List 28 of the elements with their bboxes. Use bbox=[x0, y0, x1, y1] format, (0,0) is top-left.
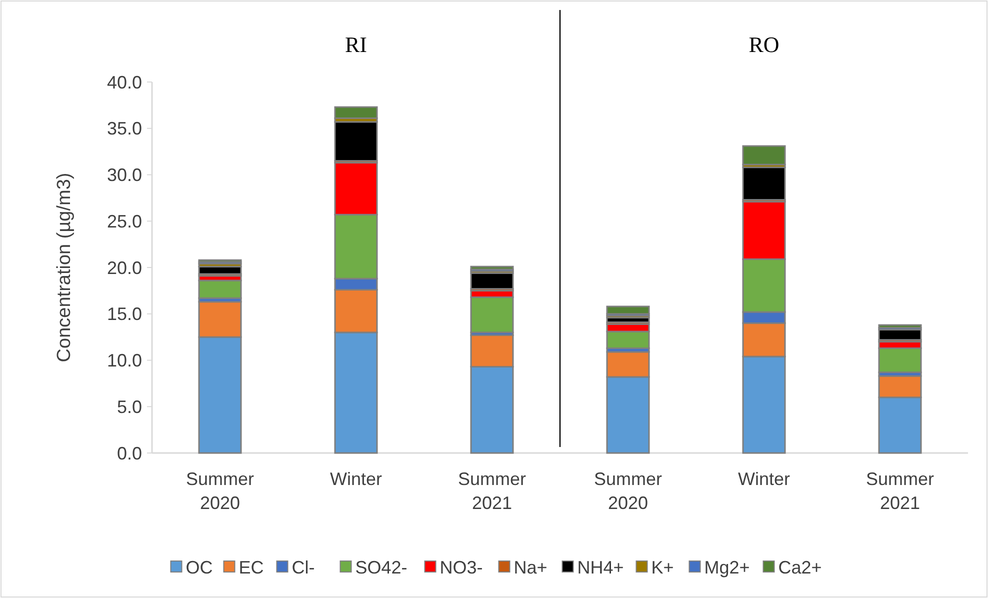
y-tick-label: 25.0 bbox=[106, 211, 142, 232]
y-tick-label: 35.0 bbox=[106, 118, 142, 139]
y-tick-label: 15.0 bbox=[106, 304, 142, 324]
legend-label: K+ bbox=[651, 557, 674, 578]
x-tick-label: Winter bbox=[738, 469, 790, 489]
y-tick-label: 30.0 bbox=[106, 165, 142, 186]
y-tick-label: 10.0 bbox=[106, 350, 142, 371]
y-tick-label: 0.0 bbox=[116, 443, 142, 464]
y-tick-label: 40.0 bbox=[106, 72, 142, 92]
x-tick-label: Summer 2020 bbox=[186, 469, 254, 513]
y-tick-label: 5.0 bbox=[116, 396, 142, 417]
y-tick-label: 20.0 bbox=[106, 258, 142, 278]
legend-label: NO3- bbox=[440, 557, 483, 578]
x-tick-label: Summer 2021 bbox=[866, 469, 934, 513]
y-axis-title: Concentration (µg/m3) bbox=[54, 172, 75, 362]
legend-label: Cl- bbox=[292, 557, 315, 578]
text: RO bbox=[748, 32, 780, 57]
legend-label: OC bbox=[186, 557, 213, 578]
x-tick-label: Winter bbox=[330, 469, 382, 489]
legend-label: SO42- bbox=[355, 557, 408, 578]
text: RI bbox=[345, 32, 367, 57]
legend-label: Ca2+ bbox=[778, 557, 822, 578]
legend-label: NH4+ bbox=[577, 557, 624, 578]
legend-label: Na+ bbox=[514, 557, 548, 578]
legend-label: Mg2+ bbox=[704, 557, 750, 578]
x-tick-label: Summer 2021 bbox=[458, 469, 526, 513]
x-tick-label: Summer 2020 bbox=[594, 469, 662, 513]
legend-label: EC bbox=[238, 557, 264, 578]
